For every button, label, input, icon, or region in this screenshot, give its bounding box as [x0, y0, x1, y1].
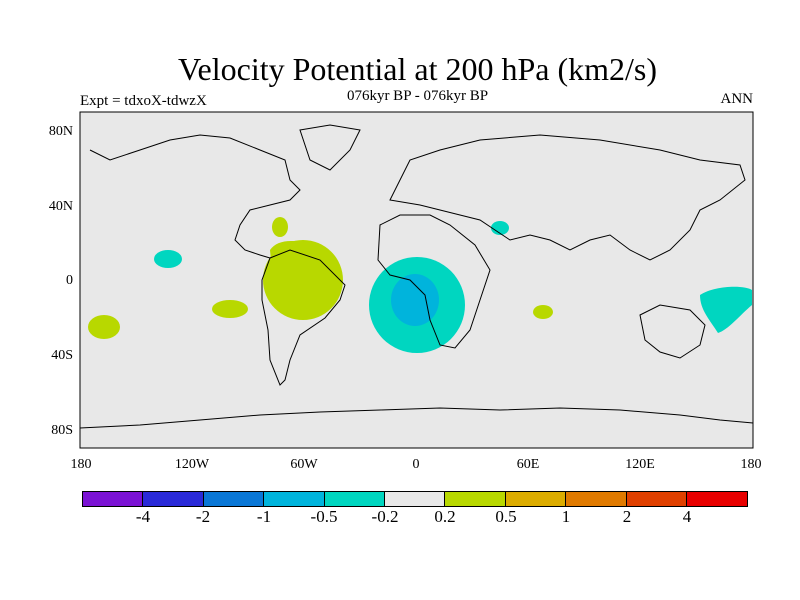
colorbar-swatch	[143, 492, 204, 506]
contour-fills	[88, 217, 752, 353]
colorbar-swatch	[203, 492, 265, 506]
colorbar-swatch	[686, 492, 748, 506]
positive-region-east-pacific	[212, 300, 248, 318]
colorbar-label: 1	[561, 507, 571, 526]
colorbar-label: 0.5	[495, 507, 517, 526]
lat-tick-label: 0	[66, 273, 73, 288]
colorbar-swatch	[566, 492, 627, 506]
colorbar-label: -0.2	[371, 507, 399, 526]
colorbar-swatch	[445, 492, 506, 506]
coastlines	[79, 124, 754, 429]
colorbar-label: 0.2	[434, 507, 456, 526]
colorbar-swatch	[83, 492, 144, 506]
colorbar-label: -0.5	[310, 507, 338, 526]
colorbar-label: 4	[682, 507, 692, 526]
greenland-coastline	[299, 124, 361, 171]
lon-tick-label: 60W	[290, 457, 318, 472]
antarctica-coastline	[79, 407, 754, 429]
page-title: Velocity Potential at 200 hPa (km2/s)	[177, 51, 658, 87]
lat-tick-label: 80S	[51, 423, 73, 438]
colorbar-label: -1	[256, 507, 272, 526]
colorbar-label: 2	[622, 507, 632, 526]
negative-region-west-pacific	[700, 286, 752, 333]
north-america-coastline	[89, 134, 301, 259]
lat-tick-label: 40N	[48, 199, 73, 214]
lon-tick-label: 60E	[516, 457, 540, 472]
colorbar	[82, 491, 749, 507]
lat-tick-label: 80N	[48, 124, 73, 139]
lon-tick-label: 180	[70, 457, 92, 472]
colorbar-swatch	[264, 492, 325, 506]
colorbar-swatch	[626, 492, 687, 506]
lon-tick-label: 0	[412, 457, 420, 472]
lat-tick-label: 40S	[51, 348, 73, 363]
negative-region-pacific-north	[154, 250, 182, 268]
colorbar-label: -2	[195, 507, 211, 526]
colorbar-swatch	[505, 492, 567, 506]
europe-asia-coastline	[389, 134, 746, 261]
colorbar-swatch	[384, 492, 446, 506]
south-america-coastline	[261, 249, 346, 386]
negative-region-arabia	[491, 221, 509, 235]
colorbar-label: -4	[135, 507, 151, 526]
experiment-label: Expt = tdxoX-tdwzX	[80, 93, 207, 109]
positive-region-caribbean	[272, 217, 288, 237]
subtitle: 076kyr BP - 076kyr BP	[346, 88, 489, 104]
lon-tick-label: 120W	[174, 457, 210, 472]
africa-coastline	[377, 214, 491, 349]
lon-tick-label: 120E	[625, 457, 655, 472]
negative-region-africa-inner	[391, 274, 439, 326]
positive-region-south-america-tail	[270, 240, 335, 317]
lon-tick-label: 180	[740, 457, 762, 472]
colorbar-swatch	[324, 492, 385, 506]
positive-region-indian-ocean	[533, 305, 553, 319]
positive-region-south-pacific	[88, 315, 120, 339]
australia-coastline	[639, 304, 706, 359]
season-label: ANN	[720, 91, 754, 107]
